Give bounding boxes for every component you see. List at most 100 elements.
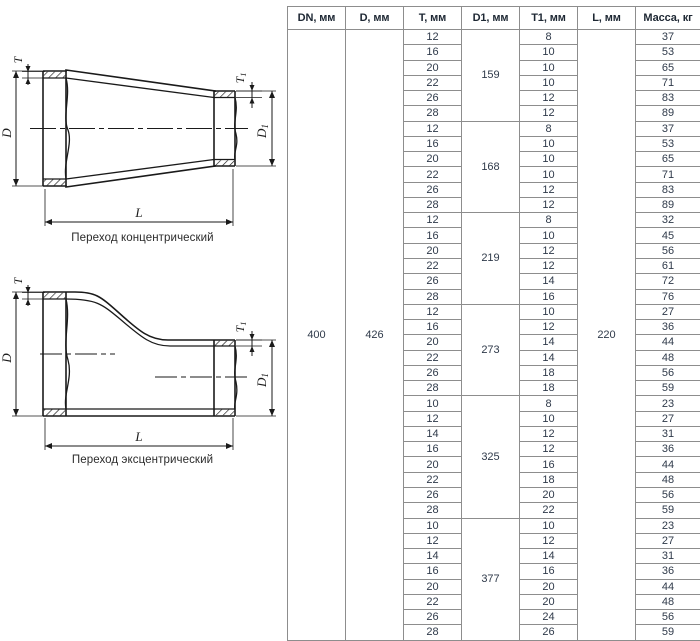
cell-mass: 44 <box>636 335 700 350</box>
cell-t: 28 <box>404 289 462 304</box>
label-D-concentric: D <box>0 128 14 139</box>
cell-t1: 16 <box>520 289 578 304</box>
cell-t1: 10 <box>520 136 578 151</box>
concentric-reducer-drawing: D T T1 D1 <box>0 34 285 244</box>
cell-t: 10 <box>404 396 462 411</box>
cell-mass: 83 <box>636 182 700 197</box>
cell-t: 12 <box>404 533 462 548</box>
cell-t: 22 <box>404 167 462 182</box>
cell-t: 26 <box>404 365 462 380</box>
label-T-concentric: T <box>11 55 25 63</box>
cell-t: 28 <box>404 503 462 518</box>
cell-mass: 37 <box>636 121 700 136</box>
cell-t: 12 <box>404 121 462 136</box>
cell-d1: 219 <box>462 213 520 305</box>
label-T-eccentric: T <box>11 276 25 284</box>
cell-t: 20 <box>404 152 462 167</box>
cell-t1: 10 <box>520 518 578 533</box>
cell-mass: 37 <box>636 30 700 45</box>
label-L-eccentric: L <box>134 429 142 444</box>
cell-t1: 8 <box>520 396 578 411</box>
cell-t1: 12 <box>520 426 578 441</box>
cell-t1: 10 <box>520 228 578 243</box>
cell-mass: 71 <box>636 167 700 182</box>
cell-t1: 12 <box>520 106 578 121</box>
cell-t: 28 <box>404 197 462 212</box>
cell-t: 20 <box>404 335 462 350</box>
cell-t: 16 <box>404 564 462 579</box>
cell-t: 20 <box>404 579 462 594</box>
cell-mass: 36 <box>636 442 700 457</box>
cell-mass: 65 <box>636 60 700 75</box>
cell-mass: 65 <box>636 152 700 167</box>
cell-t1: 14 <box>520 350 578 365</box>
cell-d1: 325 <box>462 396 520 518</box>
cell-t: 16 <box>404 442 462 457</box>
cell-mass: 71 <box>636 75 700 90</box>
cell-mass: 23 <box>636 518 700 533</box>
cell-t1: 14 <box>520 549 578 564</box>
cell-t1: 18 <box>520 365 578 380</box>
cell-t: 26 <box>404 91 462 106</box>
cell-t: 26 <box>404 182 462 197</box>
cell-t1: 12 <box>520 197 578 212</box>
col-header-l: L, мм <box>578 7 636 30</box>
cell-t1: 22 <box>520 503 578 518</box>
cell-mass: 31 <box>636 426 700 441</box>
cell-t1: 20 <box>520 487 578 502</box>
caption-concentric-reducer: Переход концентрический <box>0 232 285 244</box>
cell-mass: 27 <box>636 304 700 319</box>
cell-t1: 12 <box>520 258 578 273</box>
cell-t1: 8 <box>520 213 578 228</box>
cell-mass: 53 <box>636 45 700 60</box>
cell-mass: 56 <box>636 610 700 625</box>
cell-mass: 36 <box>636 564 700 579</box>
cell-t1: 16 <box>520 564 578 579</box>
cell-mass: 59 <box>636 381 700 396</box>
cell-t1: 12 <box>520 91 578 106</box>
cell-t: 28 <box>404 625 462 640</box>
cell-t: 22 <box>404 258 462 273</box>
col-header-t: T, мм <box>404 7 462 30</box>
cell-t1: 8 <box>520 121 578 136</box>
cell-mass: 61 <box>636 258 700 273</box>
cell-t1: 10 <box>520 411 578 426</box>
caption-eccentric-reducer: Переход эксцентрический <box>0 454 285 466</box>
cell-mass: 76 <box>636 289 700 304</box>
label-L-concentric: L <box>134 205 142 220</box>
cell-t: 20 <box>404 457 462 472</box>
cell-mass: 48 <box>636 472 700 487</box>
cell-t: 14 <box>404 549 462 564</box>
cell-t1: 26 <box>520 625 578 640</box>
figure-concentric-reducer: D T T1 D1 <box>0 34 285 244</box>
cell-t: 26 <box>404 610 462 625</box>
cell-t1: 8 <box>520 30 578 45</box>
cell-t: 12 <box>404 411 462 426</box>
cell-t1: 12 <box>520 533 578 548</box>
cell-t: 12 <box>404 213 462 228</box>
cell-mass: 36 <box>636 320 700 335</box>
cell-t1: 10 <box>520 45 578 60</box>
cell-t: 26 <box>404 487 462 502</box>
cell-t1: 20 <box>520 579 578 594</box>
col-header-mass: Масса, кг <box>636 7 700 30</box>
cell-t1: 14 <box>520 335 578 350</box>
cell-t: 22 <box>404 472 462 487</box>
col-header-t1: T1, мм <box>520 7 578 30</box>
label-D-eccentric: D <box>0 353 14 364</box>
label-D1-concentric: D1 <box>254 124 270 139</box>
cell-t: 26 <box>404 274 462 289</box>
col-header-d: D, мм <box>346 7 404 30</box>
cell-mass: 72 <box>636 274 700 289</box>
figure-eccentric-reducer: D T T1 D1 <box>0 256 285 466</box>
cell-d1: 377 <box>462 518 520 640</box>
cell-mass: 56 <box>636 365 700 380</box>
cell-mass: 89 <box>636 197 700 212</box>
cell-mass: 83 <box>636 91 700 106</box>
cell-t: 16 <box>404 320 462 335</box>
label-D1-eccentric: D1 <box>254 373 270 388</box>
cell-t: 10 <box>404 518 462 533</box>
drawings-panel: D T T1 D1 <box>0 0 285 524</box>
